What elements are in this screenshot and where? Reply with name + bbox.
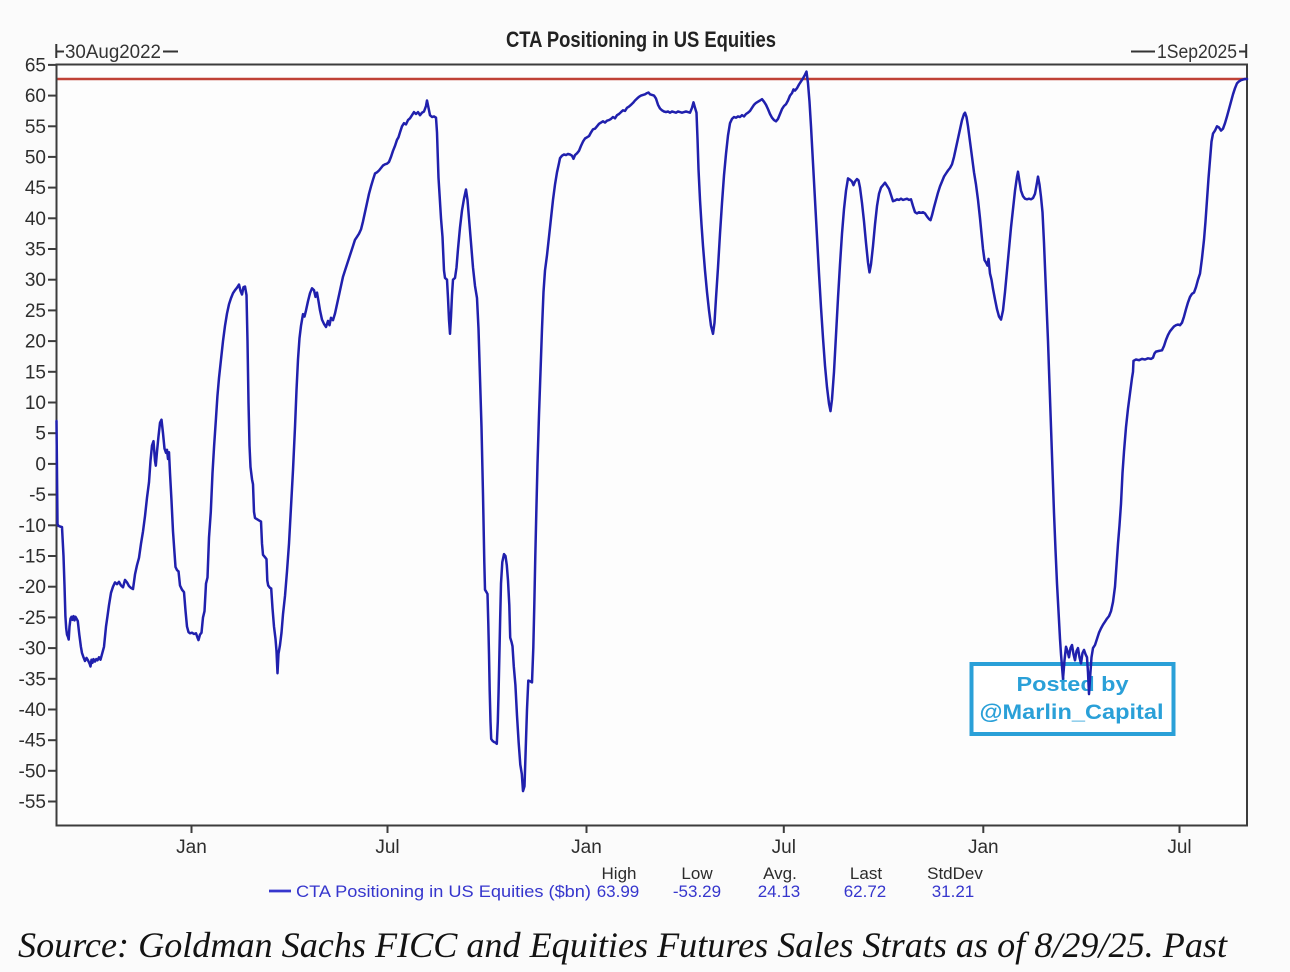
- svg-text:63.99: 63.99: [597, 882, 640, 901]
- svg-text:1Sep2025: 1Sep2025: [1157, 42, 1237, 63]
- svg-text:35: 35: [25, 240, 46, 261]
- svg-text:20: 20: [25, 332, 46, 353]
- svg-text:Low: Low: [681, 864, 713, 883]
- svg-text:-5: -5: [29, 485, 46, 506]
- svg-text:-15: -15: [19, 547, 46, 568]
- svg-text:Last: Last: [850, 864, 882, 883]
- svg-text:10: 10: [25, 393, 46, 414]
- svg-text:65: 65: [25, 55, 46, 76]
- svg-text:Source: Goldman Sachs FICC and: Source: Goldman Sachs FICC and Equities …: [18, 925, 1228, 965]
- svg-text:-30: -30: [19, 639, 46, 660]
- svg-text:30Aug2022: 30Aug2022: [65, 42, 161, 63]
- svg-text:CTA Positioning in US Equities: CTA Positioning in US Equities ($bn): [296, 882, 591, 901]
- svg-text:Posted by: Posted by: [1017, 674, 1130, 696]
- svg-text:5: 5: [35, 424, 46, 445]
- svg-text:-10: -10: [19, 516, 46, 537]
- svg-text:62.72: 62.72: [844, 882, 887, 901]
- svg-text:-25: -25: [19, 608, 46, 629]
- svg-text:Jan: Jan: [571, 837, 602, 858]
- svg-text:45: 45: [25, 178, 46, 199]
- svg-text:Avg.: Avg.: [763, 864, 797, 883]
- svg-text:Jul: Jul: [1167, 837, 1191, 858]
- svg-text:-20: -20: [19, 577, 46, 598]
- svg-text:50: 50: [25, 147, 46, 168]
- svg-text:15: 15: [25, 362, 46, 383]
- svg-text:StdDev: StdDev: [927, 864, 983, 883]
- svg-text:@Marlin_Capital: @Marlin_Capital: [980, 701, 1164, 724]
- svg-text:Jul: Jul: [375, 837, 399, 858]
- svg-text:-55: -55: [19, 792, 46, 813]
- svg-text:-53.29: -53.29: [673, 882, 721, 901]
- svg-text:60: 60: [25, 86, 46, 107]
- svg-text:High: High: [602, 864, 637, 883]
- svg-text:Jan: Jan: [968, 837, 999, 858]
- svg-text:25: 25: [25, 301, 46, 322]
- svg-text:24.13: 24.13: [758, 882, 801, 901]
- svg-text:-45: -45: [19, 731, 46, 752]
- svg-text:-40: -40: [19, 700, 46, 721]
- svg-text:CTA Positioning in US Equities: CTA Positioning in US Equities: [506, 27, 776, 52]
- svg-text:40: 40: [25, 209, 46, 230]
- svg-text:-50: -50: [19, 761, 46, 782]
- svg-text:30: 30: [25, 270, 46, 291]
- svg-text:-35: -35: [19, 669, 46, 690]
- svg-text:Jan: Jan: [176, 837, 207, 858]
- svg-text:0: 0: [35, 454, 46, 475]
- svg-text:55: 55: [25, 117, 46, 138]
- svg-text:31.21: 31.21: [932, 882, 975, 901]
- svg-text:Jul: Jul: [772, 837, 796, 858]
